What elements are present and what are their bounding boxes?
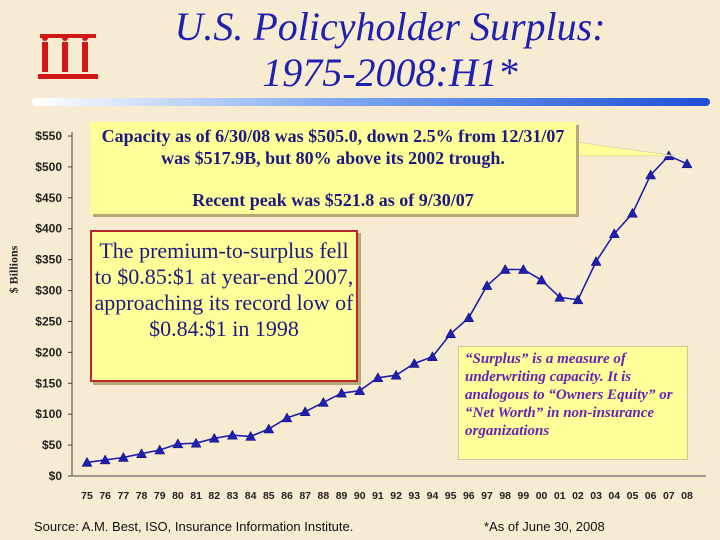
capacity-callout-pointer xyxy=(575,141,676,157)
data-point-marker xyxy=(281,412,293,423)
data-point-marker xyxy=(317,396,329,407)
data-point-marker xyxy=(572,294,584,305)
data-point-marker xyxy=(117,451,129,462)
x-tick-label: 75 xyxy=(81,490,93,502)
x-tick-label: 05 xyxy=(627,490,639,502)
capacity-callout: Capacity as of 6/30/08 was $505.0, down … xyxy=(90,122,576,214)
x-tick-label: 07 xyxy=(663,490,675,502)
x-tick-label: 00 xyxy=(536,490,548,502)
x-tick-label: 94 xyxy=(427,490,439,502)
x-tick-label: 85 xyxy=(263,490,275,502)
data-point-marker xyxy=(427,351,438,361)
data-point-marker xyxy=(408,357,420,368)
data-point-marker xyxy=(554,291,566,302)
footnote: *As of June 30, 2008 xyxy=(484,519,605,534)
surplus-definition-callout: “Surplus” is a measure of underwriting c… xyxy=(458,346,688,460)
x-tick-label: 81 xyxy=(190,490,202,502)
data-point-marker xyxy=(299,406,311,416)
data-point-marker xyxy=(263,423,275,434)
x-tick-label: 04 xyxy=(608,490,620,502)
y-tick-label: $50 xyxy=(42,438,62,452)
x-tick-label: 84 xyxy=(245,490,257,502)
x-tick-label: 99 xyxy=(518,490,530,502)
x-tick-label: 91 xyxy=(372,490,384,502)
x-tick-label: 88 xyxy=(318,490,330,502)
y-tick-label: $0 xyxy=(49,469,63,483)
y-tick-label: $350 xyxy=(35,253,62,267)
x-tick-label: 80 xyxy=(172,490,184,502)
data-point-marker xyxy=(645,169,657,180)
x-tick-label: 08 xyxy=(681,490,693,502)
y-tick-label: $250 xyxy=(35,314,62,328)
x-tick-label: 86 xyxy=(281,490,293,502)
recent-peak-text: Recent peak was $521.8 as of 9/30/07 xyxy=(192,190,474,210)
x-tick-label: 03 xyxy=(590,490,602,502)
y-tick-label: $200 xyxy=(35,345,62,359)
page-title: U.S. Policyholder Surplus: 1975-2008:H1* xyxy=(110,4,670,96)
data-point-marker xyxy=(627,207,638,218)
data-point-marker xyxy=(154,444,166,455)
x-tick-label: 95 xyxy=(445,490,457,502)
data-point-marker xyxy=(481,280,493,290)
data-point-marker xyxy=(499,264,511,274)
x-tick-label: 96 xyxy=(463,490,475,502)
data-point-marker xyxy=(81,456,93,467)
x-tick-label: 76 xyxy=(99,490,111,502)
data-point-marker xyxy=(208,432,220,443)
premium-to-surplus-callout: The premium-to-surplus fell to $0.85:$1 … xyxy=(90,230,358,382)
y-tick-label: $500 xyxy=(35,160,62,174)
data-point-marker xyxy=(227,429,238,440)
y-tick-label: $300 xyxy=(35,284,62,298)
data-point-marker xyxy=(536,274,547,285)
x-tick-label: 97 xyxy=(481,490,493,502)
y-tick-label: $150 xyxy=(35,376,62,390)
series-line xyxy=(86,154,688,464)
x-tick-label: 01 xyxy=(554,490,566,502)
x-tick-label: 02 xyxy=(572,490,584,502)
source-note: Source: A.M. Best, ISO, Insurance Inform… xyxy=(34,519,354,534)
x-tick-label: 93 xyxy=(408,490,420,502)
y-tick-label: $550 xyxy=(35,129,62,143)
data-point-marker xyxy=(445,328,457,339)
x-tick-label: 92 xyxy=(390,490,402,502)
title-underline-bar xyxy=(32,98,710,106)
capacity-callout-text: Capacity as of 6/30/08 was $505.0, down … xyxy=(101,126,565,168)
data-point-marker xyxy=(517,264,529,274)
data-point-marker xyxy=(245,430,257,441)
x-tick-label: 82 xyxy=(208,490,220,502)
iii-logo-icon xyxy=(38,34,98,79)
x-tick-label: 89 xyxy=(336,490,348,502)
y-tick-label: $400 xyxy=(35,222,62,236)
data-point-marker xyxy=(336,387,347,398)
x-tick-label: 77 xyxy=(118,490,130,502)
data-point-marker xyxy=(463,312,475,322)
x-tick-label: 98 xyxy=(499,490,511,502)
title-line-1: U.S. Policyholder Surplus: xyxy=(174,4,606,49)
data-point-marker xyxy=(608,228,620,238)
data-point-marker xyxy=(354,385,366,395)
x-tick-label: 83 xyxy=(227,490,239,502)
x-tick-label: 90 xyxy=(354,490,366,502)
data-point-marker xyxy=(681,158,693,169)
x-tick-label: 06 xyxy=(645,490,657,502)
data-point-marker xyxy=(172,438,184,449)
data-point-marker xyxy=(590,255,602,266)
data-point-marker xyxy=(136,448,147,458)
data-point-marker xyxy=(390,369,402,380)
y-tick-label: $450 xyxy=(35,191,62,205)
title-line-2: 1975-2008:H1* xyxy=(262,50,518,95)
x-tick-label: 87 xyxy=(299,490,311,502)
data-point-marker xyxy=(99,454,111,465)
data-point-marker xyxy=(372,372,384,382)
y-axis-label: $ Billions xyxy=(6,245,21,294)
x-tick-label: 79 xyxy=(154,490,166,502)
data-point-marker xyxy=(190,437,202,448)
y-tick-label: $100 xyxy=(35,407,62,421)
x-tick-label: 78 xyxy=(136,490,148,502)
